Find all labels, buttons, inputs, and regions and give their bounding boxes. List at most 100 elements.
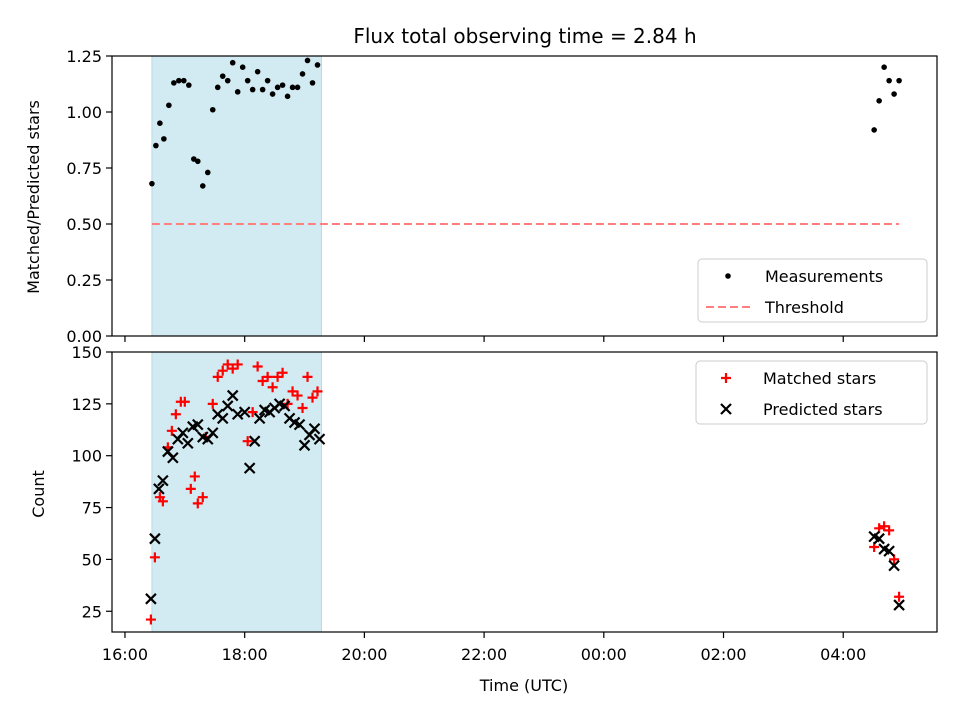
predicted-stars-point [206, 427, 219, 439]
predicted-stars-point [238, 406, 251, 418]
predicted-stars-point [145, 593, 157, 605]
matched-stars-point [166, 425, 177, 436]
matched-stars-point [884, 525, 895, 536]
bottom-y-axis-label: Count [29, 470, 48, 518]
top-y-axis-label: Matched/Predicted stars [24, 100, 43, 294]
measurements-point [171, 80, 177, 86]
predicted-stars-point [253, 412, 266, 425]
matched-stars-point [312, 386, 323, 397]
matched-stars-point [297, 403, 308, 413]
matched-stars-point [292, 390, 303, 401]
predicted-stars-point [243, 462, 256, 474]
matched-stars-point [217, 365, 228, 376]
matched-stars-point [232, 359, 243, 370]
measurements-point [157, 120, 163, 126]
predicted-stars-point [157, 474, 169, 487]
x-tick-label: 22:00 [461, 645, 507, 664]
measurements-point [269, 91, 276, 97]
bottom-y-tick-label: 50 [82, 550, 102, 569]
measurements-point [314, 62, 321, 68]
predicted-stars-point [893, 599, 905, 611]
bottom-y-tick-label: 75 [82, 499, 102, 518]
observing-window-span [151, 55, 322, 337]
measurements-point [886, 77, 892, 84]
measurements-point [224, 77, 231, 84]
measurements-point [279, 82, 286, 88]
matched-stars-point [185, 483, 196, 494]
measurements-point [209, 106, 216, 113]
predicted-stars-point [313, 433, 326, 445]
matched-stars-point [197, 492, 208, 503]
matched-stars-point [277, 367, 288, 378]
matched-stars-point [267, 382, 278, 393]
measurements-point [153, 142, 159, 149]
measurements-point [891, 91, 897, 97]
measurements-point [289, 84, 296, 91]
measurements-point [264, 77, 271, 84]
top-legend: Measurements Threshold [697, 258, 928, 323]
predicted-stars-point [177, 427, 189, 439]
measurements-point [186, 82, 192, 88]
threshold-legend-label: Threshold [764, 298, 844, 317]
matched-stars-point [302, 371, 313, 382]
predicted-stars-point [298, 439, 311, 452]
predicted-stars-point [226, 389, 239, 402]
top-panel: 0.00 0.25 0.50 0.75 1.00 1.25 Measurements Thre… [66, 47, 938, 346]
x-tick-label: 20:00 [341, 645, 387, 664]
matched-stars-point [894, 591, 905, 602]
x-tick-label: 04:00 [820, 645, 866, 664]
measurements-point [249, 86, 256, 93]
matched-stars-point [145, 614, 156, 625]
measurements-point [299, 71, 306, 77]
bottom-legend-box [695, 360, 928, 425]
x-tick-label: 00:00 [581, 645, 627, 664]
top-y-tick-label: 0.50 [66, 215, 102, 234]
matched-stars-point [179, 396, 190, 407]
matched-stars-point [157, 496, 168, 507]
predicted-stars-legend-marker [720, 403, 732, 415]
predicted-stars-point [182, 437, 194, 450]
matched-stars-legend-label: Matched stars [763, 369, 876, 388]
predicted-stars-point [153, 483, 165, 495]
matched-stars-legend-marker [721, 373, 731, 383]
matched-stars-point [189, 471, 200, 482]
measurements-point [166, 102, 172, 109]
predicted-stars-point [308, 422, 321, 435]
measurements-point [871, 127, 877, 133]
matched-stars-point [170, 409, 181, 420]
matched-stars-point [242, 436, 253, 447]
predicted-stars-point [278, 400, 291, 412]
matched-stars-point [252, 361, 263, 372]
predicted-stars-point [221, 400, 234, 412]
top-y-tick-label: 0.00 [66, 327, 102, 346]
bottom-legend: Matched stars Predicted stars [695, 360, 928, 425]
predicted-stars-point [167, 452, 179, 464]
matched-stars-point [207, 398, 218, 409]
measurements-point [304, 57, 311, 64]
measurements-point [881, 64, 887, 70]
x-tick-label: 02:00 [700, 645, 746, 664]
bottom-axes-frame [111, 351, 938, 633]
measurements-point [876, 98, 882, 104]
top-legend-box [697, 258, 928, 323]
matched-stars-point [307, 392, 318, 403]
measurements-point [161, 136, 167, 142]
top-y-tick-label: 1.00 [66, 103, 102, 122]
measurements-point [219, 73, 226, 79]
observing-window-span [151, 351, 322, 633]
bottom-y-tick-label: 150 [71, 343, 102, 362]
measurements-point [204, 169, 211, 176]
bottom-y-tick-label: 100 [71, 447, 102, 466]
measurements-point [214, 84, 221, 91]
x-tick-label: 16:00 [102, 645, 148, 664]
measurements-point [259, 86, 266, 93]
measurements-point [149, 180, 155, 187]
top-y-tick-label: 1.25 [66, 47, 102, 66]
predicted-stars-point [883, 545, 895, 557]
bottom-y-tick-label: 25 [82, 602, 102, 621]
chart-title: Flux total observing time = 2.84 h [353, 24, 696, 48]
top-axes-frame [111, 55, 938, 337]
matched-stars-point [192, 498, 203, 509]
